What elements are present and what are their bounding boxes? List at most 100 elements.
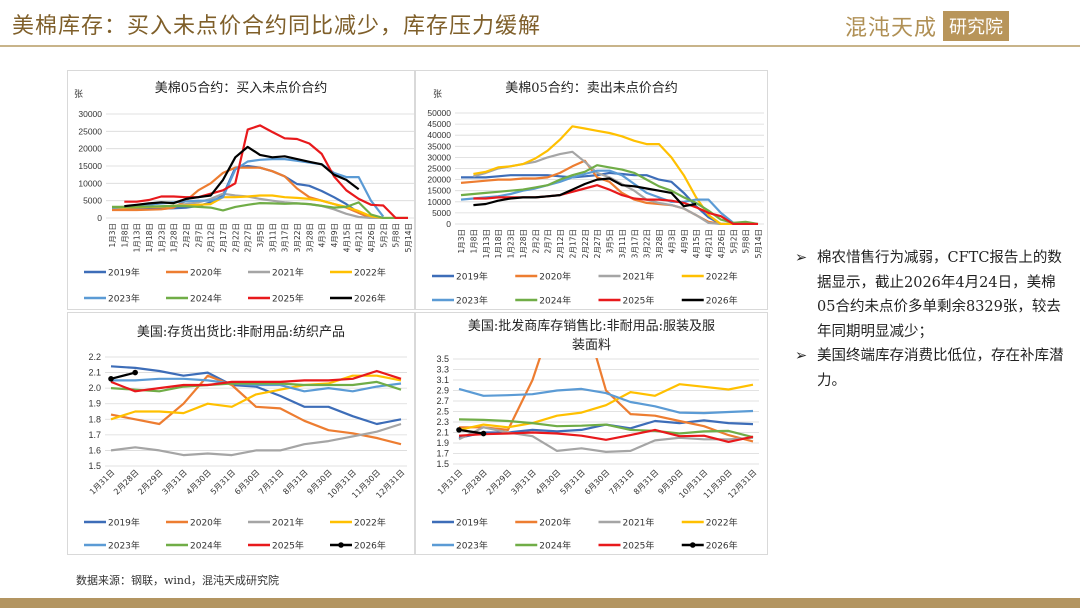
y-tick-label: 1.8: [88, 414, 101, 424]
chart-title: 美国:存货出货比:非耐用品:纺织产品: [136, 325, 346, 340]
x-tick-label: 1月23日: [157, 223, 166, 252]
x-tick-label: 1月13日: [133, 223, 142, 252]
y-tick-label: 2.9: [436, 386, 449, 396]
y-tick-label: 10000: [427, 197, 451, 207]
chart-panel-us-apparel-ratio: 美国:批发商库存销售比:非耐用品:服装及服装面料 1.5 1.7 1.9 2.1 2.3…: [415, 312, 768, 555]
y-tick-label: 1.7: [436, 449, 449, 459]
legend-label: 2025年: [272, 293, 304, 305]
series-line-2024年: [458, 418, 754, 439]
x-tick-label: 6月30日: [233, 468, 261, 496]
x-tick-label: 2月28日: [112, 468, 140, 496]
x-tick-label: 4月3日: [318, 223, 327, 248]
x-tick-label: 5月2日: [379, 223, 388, 248]
arrow-bullet-icon: ➢: [795, 250, 808, 266]
y-tick-label: 5000: [432, 208, 451, 218]
legend-label: 2025年: [623, 540, 655, 552]
legend-label: 2022年: [706, 517, 738, 529]
y-tick-label: 1.7: [88, 430, 101, 440]
legend-label: 2022年: [706, 271, 738, 283]
legend-label: 2022年: [354, 267, 386, 279]
y-tick-label: 40000: [427, 130, 451, 140]
series-line-2022年: [473, 125, 746, 225]
legend-label: 2019年: [108, 267, 140, 279]
y-tick-label: 2.1: [88, 368, 101, 378]
note-item: ➢ 美国终端库存消费比低位，存在补库潜力。: [795, 344, 1070, 393]
x-tick-label: 2月2日: [531, 229, 540, 254]
x-tick-label: 3月28日: [655, 229, 664, 258]
x-tick-label: 2月7日: [194, 223, 203, 248]
footer-bar: [0, 598, 1080, 608]
x-tick-label: 1月28日: [170, 223, 179, 252]
x-tick-label: 4月3日: [667, 229, 676, 254]
y-tick-label: 0: [446, 219, 451, 229]
chart-title: 美国:批发商库存销售比:非耐用品:服装及服装面料: [467, 319, 716, 353]
series-line-2019年: [461, 171, 734, 225]
series-line-2024年: [112, 201, 408, 219]
legend-label: 2026年: [354, 293, 386, 305]
y-tick-label: 25000: [427, 164, 451, 174]
y-tick-label: 1.5: [88, 461, 101, 471]
chart-svg: 1.51.71.92.12.32.52.72.93.13.33.51月31日2月…: [432, 354, 759, 552]
x-tick-label: 2月27日: [593, 229, 602, 258]
y-tick-label: 30000: [427, 152, 451, 162]
legend-label: 2020年: [190, 267, 222, 279]
note-text: 棉农惜售行为减弱，CFTC报告上的数据显示，截止2026年4月24日，美棉05合…: [817, 250, 1062, 340]
series-line-2022年: [110, 374, 402, 421]
y-tick-label: 10000: [78, 178, 102, 188]
legend-label: 2023年: [108, 293, 140, 305]
x-tick-label: 5月2日: [729, 229, 738, 254]
y-tick-label: 2.2: [88, 352, 101, 362]
x-tick-label: 1月18日: [494, 229, 503, 258]
y-tick-label: 20000: [78, 144, 102, 154]
x-tick-label: 3月28日: [305, 223, 314, 252]
legend-label: 2022年: [354, 517, 386, 529]
x-tick-label: 4月26日: [717, 229, 726, 258]
notes-list: ➢ 棉农惜售行为减弱，CFTC报告上的数据显示，截止2026年4月24日，美棉05…: [795, 246, 1070, 393]
y-tick-label: 45000: [427, 119, 451, 129]
legend-label: 2021年: [623, 271, 655, 283]
y-tick-label: 20000: [427, 175, 451, 185]
x-tick-label: 1月8日: [469, 229, 478, 254]
x-tick-label: 3月31日: [160, 468, 188, 496]
series-line-2025年: [110, 369, 402, 393]
x-tick-label: 3月5日: [256, 223, 265, 248]
y-tick-label: 1.9: [436, 438, 449, 448]
legend-label: 2024年: [539, 540, 571, 552]
y-tick-label: 5000: [83, 196, 102, 206]
x-tick-label: 3月11日: [268, 223, 277, 252]
x-tick-label: 5月31日: [209, 468, 237, 496]
x-tick-label: 4月30日: [185, 468, 213, 496]
note-item: ➢ 棉农惜售行为减弱，CFTC报告上的数据显示，截止2026年4月24日，美棉05…: [795, 246, 1070, 344]
data-source: 数据来源：钢联，wind，混沌天成研究院: [76, 574, 280, 587]
legend-label: 2024年: [190, 540, 222, 552]
x-tick-label: 2月28日: [460, 468, 488, 496]
series-line-2026年: [124, 145, 360, 208]
x-tick-label: 2月27日: [244, 223, 253, 252]
series-line-2024年: [460, 164, 759, 225]
x-tick-label: 2月29日: [485, 468, 513, 496]
chart-svg: 1.5 1.6 1.7 1.8 1.9 2.0 2.1 2.2 1月31日2月28日2月29日3…: [84, 352, 407, 552]
chart-title: 美棉05合约：买入未点价合约: [154, 81, 328, 96]
series-line-2023年: [458, 387, 754, 415]
legend-label: 2023年: [456, 540, 488, 552]
series-line-2021年: [110, 422, 402, 457]
legend-label: 2021年: [272, 517, 304, 529]
x-tick-label: 3月11日: [618, 229, 627, 258]
x-tick-label: 2月12日: [207, 223, 216, 252]
chart-unit: 张: [74, 90, 84, 100]
y-tick-label: 2.5: [436, 407, 449, 417]
series-line-2023年: [460, 169, 746, 225]
series-group: [458, 358, 754, 453]
x-tick-label: 5月14日: [404, 223, 413, 252]
x-tick-label: 1月28日: [519, 229, 528, 258]
x-tick-label: 7月31日: [257, 468, 285, 496]
legend-label: 2025年: [272, 540, 304, 552]
y-tick-label: 3.5: [436, 354, 449, 364]
legend-label: 2020年: [539, 271, 571, 283]
x-tick-label: 4月21日: [355, 223, 364, 252]
legend-label: 2023年: [456, 295, 488, 307]
x-tick-label: 2月29日: [136, 468, 164, 496]
x-tick-label: 1月23日: [507, 229, 516, 258]
y-tick-label: 2.7: [436, 396, 449, 406]
x-tick-label: 7月31日: [607, 468, 635, 496]
